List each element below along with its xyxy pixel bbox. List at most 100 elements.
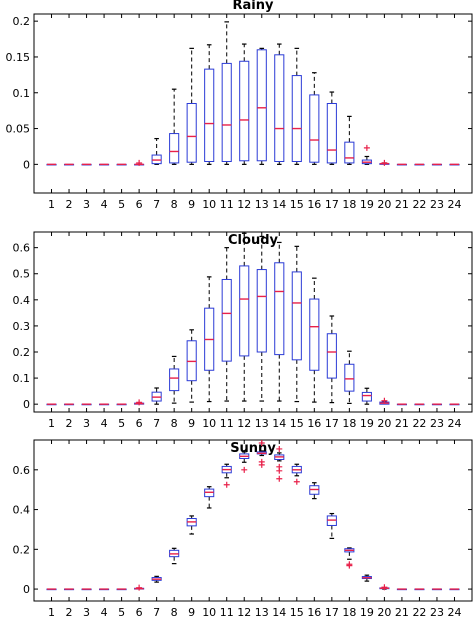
x-tick-label: 22	[412, 417, 426, 430]
box-iqr	[291, 271, 302, 361]
box-hour-8	[169, 88, 180, 165]
box-hour-19	[361, 574, 372, 582]
x-tick-label: 8	[171, 417, 178, 430]
outlier-marker	[363, 144, 370, 151]
x-tick-label: 12	[237, 198, 251, 211]
x-tick-label: 23	[430, 417, 444, 430]
box-hour-4	[99, 403, 110, 406]
box-hour-6	[134, 399, 145, 406]
x-tick-label: 22	[412, 198, 426, 211]
x-tick-label: 19	[360, 417, 374, 430]
x-tick-label: 17	[325, 606, 339, 619]
box-hour-22	[414, 403, 425, 406]
box-iqr	[361, 391, 372, 402]
x-tick-label: 15	[290, 198, 304, 211]
box-hour-5	[116, 403, 127, 406]
box-hour-23	[431, 588, 443, 591]
y-tick-label: 0.5	[13, 268, 31, 281]
box-hour-15	[291, 463, 302, 485]
x-tick-label: 8	[171, 198, 178, 211]
box-hour-18	[344, 115, 355, 165]
box-hour-12	[239, 451, 250, 473]
box-hour-8	[169, 547, 180, 565]
box-hour-3	[81, 588, 92, 591]
box-hour-5	[116, 163, 127, 166]
y-tick-label: 0	[23, 158, 30, 171]
box-iqr	[239, 265, 250, 357]
y-tick-label: 0.6	[13, 242, 31, 255]
y-tick-label: 0.2	[13, 543, 31, 556]
x-tick-label: 16	[307, 417, 321, 430]
outlier-marker	[136, 584, 143, 591]
box-hour-11	[221, 21, 232, 165]
x-tick-label: 2	[66, 606, 73, 619]
x-tick-label: 3	[83, 417, 90, 430]
x-tick-label: 14	[272, 198, 286, 211]
x-tick-label: 2	[66, 417, 73, 430]
x-tick-label: 14	[272, 417, 286, 430]
x-tick-label: 8	[171, 606, 178, 619]
box-hour-19	[361, 144, 372, 165]
chart-title: Cloudy	[228, 233, 278, 248]
box-hour-22	[414, 163, 425, 166]
x-tick-label: 7	[153, 606, 160, 619]
x-tick-label: 13	[255, 198, 269, 211]
box-hour-23	[431, 403, 443, 406]
box-hour-7	[151, 575, 162, 583]
outlier-marker	[136, 399, 143, 406]
box-hour-6	[134, 584, 145, 591]
box-hour-4	[99, 588, 110, 591]
x-tick-label: 22	[412, 606, 426, 619]
subplot-sunny: Sunny 00.20.40.61 2 3 4 5 6 7 8 9 10 11 12 13 14 15 16 1…	[13, 439, 473, 619]
x-tick-label: 9	[188, 606, 195, 619]
x-tick-label: 5	[118, 606, 125, 619]
box-hour-7	[151, 137, 162, 165]
x-tick-label: 1	[48, 198, 55, 211]
box-hour-14	[274, 241, 285, 402]
box-iqr	[169, 133, 180, 164]
box-hour-9	[186, 47, 197, 165]
x-tick-label: 24	[447, 417, 461, 430]
x-tick-label: 12	[237, 417, 251, 430]
box-hour-24	[449, 163, 460, 166]
x-tick-label: 4	[101, 606, 108, 619]
box-iqr	[274, 262, 285, 356]
box-iqr	[326, 103, 337, 164]
box-iqr	[344, 363, 355, 392]
y-tick-label: 0.3	[13, 320, 31, 333]
x-tick-label: 17	[325, 417, 339, 430]
x-tick-label: 10	[202, 606, 216, 619]
outlier-marker	[293, 478, 300, 485]
x-tick-label: 4	[101, 198, 108, 211]
outlier-marker	[258, 461, 265, 468]
box-hour-1	[46, 403, 57, 406]
box-hour-10	[204, 44, 215, 165]
x-tick-label: 18	[342, 417, 356, 430]
chart-title: Rainy	[233, 0, 274, 13]
box-hour-16	[309, 277, 320, 403]
y-tick-label: 0.1	[13, 372, 31, 385]
box-hour-8	[169, 355, 180, 404]
box-iqr	[256, 49, 267, 162]
x-tick-label: 11	[220, 606, 234, 619]
box-hour-9	[186, 515, 197, 535]
box-hour-22	[414, 588, 425, 591]
box-hour-17	[326, 315, 337, 404]
box-hour-14	[274, 43, 285, 165]
box-hour-18	[344, 547, 355, 569]
box-iqr	[256, 269, 267, 353]
box-hour-7	[151, 387, 162, 405]
box-hour-24	[449, 403, 460, 406]
x-tick-label: 14	[272, 606, 286, 619]
box-iqr	[239, 60, 250, 162]
x-tick-label: 15	[290, 606, 304, 619]
x-tick-label: 9	[188, 198, 195, 211]
x-tick-label: 3	[83, 198, 90, 211]
box-iqr	[169, 368, 180, 392]
box-hour-1	[46, 163, 57, 166]
x-tick-label: 21	[395, 606, 409, 619]
x-tick-label: 16	[307, 606, 321, 619]
box-hour-15	[291, 47, 302, 165]
subplot-cloudy: Cloudy 00.10.20.30.40.50.61 2 3 4 5 6 7 8 9 10 11 1…	[13, 231, 473, 430]
plot-frame	[33, 231, 473, 413]
